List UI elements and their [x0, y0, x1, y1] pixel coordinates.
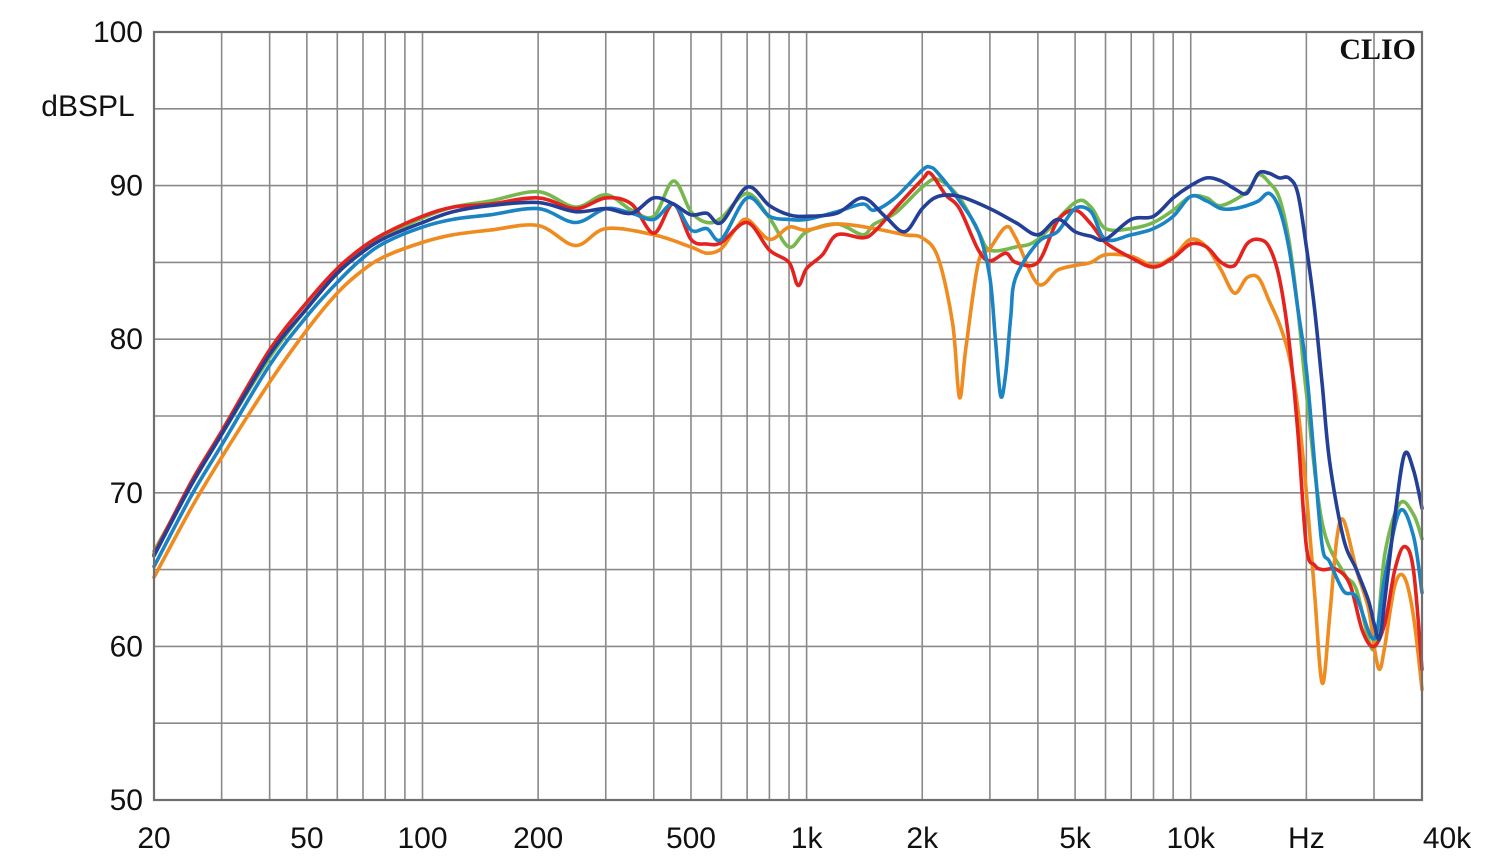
x-tick-label: 100 — [397, 822, 447, 855]
x-tick-label: 5k — [1059, 822, 1092, 855]
x-tick-label: 2k — [906, 822, 939, 855]
x-tick-label: 50 — [290, 822, 323, 855]
x-tick-label: 20 — [137, 822, 170, 855]
series-line-2 — [152, 217, 1424, 692]
series-line-3 — [152, 170, 1424, 672]
x-tick-label: 40k — [1423, 822, 1472, 855]
y-tick-label: 50 — [110, 784, 143, 817]
chart-grid — [154, 32, 1422, 800]
y-tick-label: 70 — [110, 477, 143, 510]
y-axis-tick-labels: 50 60 70 80 90 100 — [93, 16, 143, 817]
y-tick-label: 90 — [110, 170, 143, 203]
y-tick-label: 100 — [93, 16, 143, 49]
clio-watermark: CLIO — [1339, 33, 1416, 66]
y-tick-label: 80 — [110, 323, 143, 356]
x-tick-label: 10k — [1167, 822, 1216, 855]
chart-series-group — [152, 164, 1424, 692]
series-line-5 — [152, 169, 1424, 642]
series-line-4 — [152, 164, 1424, 641]
y-tick-label: 60 — [110, 630, 143, 663]
x-tick-label: 1k — [791, 822, 824, 855]
x-tick-label: 500 — [666, 822, 716, 855]
x-tick-label: 200 — [513, 822, 563, 855]
plot-frame — [152, 30, 1424, 802]
x-tick-label: Hz — [1288, 822, 1325, 855]
x-axis-tick-labels: 20 50 100 200 500 1k 2k 5k 10k Hz 40k — [137, 822, 1472, 855]
y-axis-unit-label: dBSPL — [41, 90, 134, 123]
